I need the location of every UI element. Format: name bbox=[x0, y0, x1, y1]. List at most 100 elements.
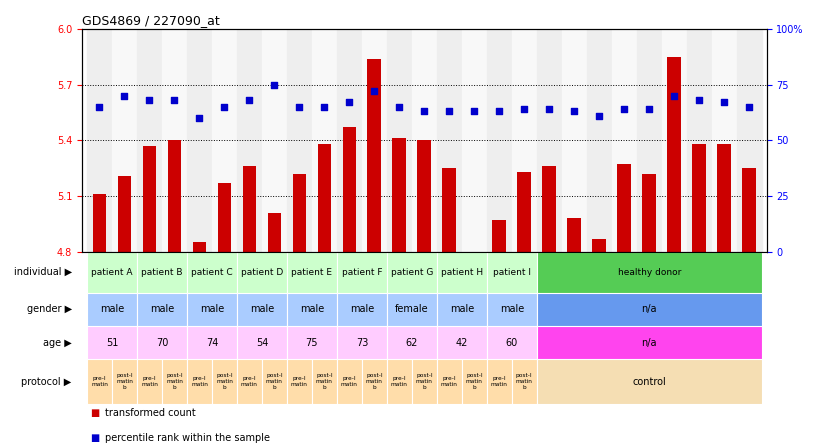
Text: patient I: patient I bbox=[492, 268, 530, 277]
Text: patient B: patient B bbox=[141, 268, 183, 277]
Bar bbox=[492, 220, 505, 252]
Bar bbox=[237, 29, 261, 252]
Bar bbox=[437, 326, 486, 360]
Text: 42: 42 bbox=[455, 338, 468, 348]
Bar bbox=[187, 29, 211, 252]
Text: male: male bbox=[300, 304, 324, 314]
Bar bbox=[187, 360, 211, 404]
Text: post-I
matin
b: post-I matin b bbox=[415, 373, 432, 390]
Bar bbox=[361, 360, 387, 404]
Point bbox=[467, 108, 480, 115]
Bar bbox=[337, 360, 361, 404]
Text: pre-I
matin: pre-I matin bbox=[191, 377, 208, 387]
Point bbox=[342, 99, 355, 106]
Bar bbox=[486, 326, 536, 360]
Bar bbox=[87, 326, 137, 360]
Text: male: male bbox=[499, 304, 523, 314]
Bar bbox=[87, 252, 137, 293]
Bar bbox=[511, 29, 536, 252]
Bar bbox=[287, 252, 337, 293]
Bar bbox=[287, 293, 337, 326]
Bar bbox=[591, 239, 605, 252]
Bar bbox=[337, 293, 387, 326]
Bar bbox=[287, 29, 311, 252]
Text: ■: ■ bbox=[90, 433, 99, 443]
Bar bbox=[437, 293, 486, 326]
Text: pre-I
matin: pre-I matin bbox=[291, 377, 307, 387]
Text: percentile rank within the sample: percentile rank within the sample bbox=[105, 433, 269, 443]
Text: gender ▶: gender ▶ bbox=[26, 304, 71, 314]
Point bbox=[368, 88, 381, 95]
Point bbox=[742, 103, 755, 111]
Text: 73: 73 bbox=[355, 338, 368, 348]
Bar bbox=[93, 194, 106, 252]
Bar bbox=[387, 293, 437, 326]
Bar bbox=[292, 174, 306, 252]
Text: patient C: patient C bbox=[191, 268, 233, 277]
Bar bbox=[237, 326, 287, 360]
Text: post-I
matin
b: post-I matin b bbox=[116, 373, 133, 390]
Text: 70: 70 bbox=[156, 338, 168, 348]
Text: protocol ▶: protocol ▶ bbox=[21, 377, 71, 387]
Point bbox=[93, 103, 106, 111]
Bar bbox=[611, 29, 636, 252]
Bar bbox=[261, 360, 287, 404]
Point bbox=[642, 106, 655, 113]
Bar bbox=[317, 144, 331, 252]
Text: 74: 74 bbox=[206, 338, 218, 348]
Bar bbox=[112, 360, 137, 404]
Bar bbox=[467, 252, 481, 258]
Bar bbox=[187, 293, 237, 326]
Bar bbox=[117, 175, 131, 252]
Text: 62: 62 bbox=[405, 338, 418, 348]
Bar bbox=[211, 29, 237, 252]
Bar bbox=[461, 360, 486, 404]
Bar bbox=[536, 252, 761, 293]
Bar bbox=[211, 360, 237, 404]
Text: 75: 75 bbox=[305, 338, 318, 348]
Bar bbox=[442, 168, 455, 252]
Point bbox=[168, 97, 181, 104]
Bar bbox=[541, 166, 555, 252]
Point bbox=[492, 108, 505, 115]
Bar bbox=[536, 326, 761, 360]
Bar bbox=[387, 252, 437, 293]
Text: pre-I
matin: pre-I matin bbox=[491, 377, 507, 387]
Text: ■: ■ bbox=[90, 408, 99, 418]
Text: GDS4869 / 227090_at: GDS4869 / 227090_at bbox=[82, 14, 219, 27]
Bar bbox=[661, 29, 686, 252]
Bar bbox=[741, 168, 755, 252]
Bar bbox=[586, 29, 611, 252]
Text: n/a: n/a bbox=[640, 304, 656, 314]
Text: post-I
matin
b: post-I matin b bbox=[365, 373, 382, 390]
Bar bbox=[636, 29, 661, 252]
Bar bbox=[387, 360, 411, 404]
Point bbox=[542, 106, 555, 113]
Point bbox=[242, 97, 256, 104]
Text: pre-I
matin: pre-I matin bbox=[341, 377, 357, 387]
Bar bbox=[437, 360, 461, 404]
Text: patient H: patient H bbox=[441, 268, 482, 277]
Bar bbox=[137, 360, 162, 404]
Bar bbox=[686, 29, 711, 252]
Text: pre-I
matin: pre-I matin bbox=[441, 377, 457, 387]
Point bbox=[292, 103, 305, 111]
Bar bbox=[337, 29, 361, 252]
Text: patient F: patient F bbox=[342, 268, 382, 277]
Text: post-I
matin
b: post-I matin b bbox=[465, 373, 482, 390]
Bar bbox=[567, 218, 581, 252]
Text: patient G: patient G bbox=[390, 268, 432, 277]
Bar bbox=[217, 183, 231, 252]
Bar bbox=[162, 29, 187, 252]
Point bbox=[717, 99, 730, 106]
Text: n/a: n/a bbox=[640, 338, 656, 348]
Text: male: male bbox=[350, 304, 373, 314]
Bar bbox=[261, 29, 287, 252]
Bar bbox=[387, 326, 437, 360]
Bar bbox=[187, 326, 237, 360]
Bar bbox=[187, 252, 237, 293]
Bar bbox=[387, 29, 411, 252]
Text: post-I
matin
b: post-I matin b bbox=[215, 373, 233, 390]
Text: individual ▶: individual ▶ bbox=[14, 267, 71, 277]
Bar bbox=[536, 293, 761, 326]
